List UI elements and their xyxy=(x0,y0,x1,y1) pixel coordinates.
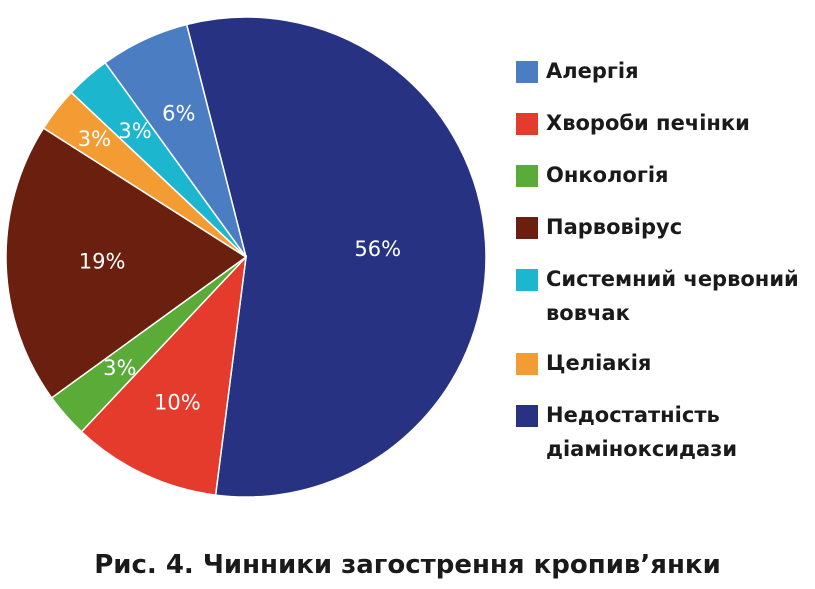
legend-item-allergy: Алергія xyxy=(516,58,811,88)
figure-caption: Рис. 4. Чинники загострення кропив’янки xyxy=(94,550,721,580)
legend-item-lupus: Системний червоний вовчак xyxy=(516,266,811,330)
legend-swatch-oncology xyxy=(516,165,538,187)
legend-swatch-allergy xyxy=(516,61,538,83)
pie-slice-parvovirus xyxy=(5,127,248,399)
pie-label-lupus: 3% xyxy=(118,119,151,143)
legend-item-dao-deficiency: Недостатність діаміноксидази xyxy=(516,402,811,466)
legend-label-celiac: Целіакія xyxy=(546,351,652,375)
pie-slice-allergy xyxy=(104,23,247,258)
legend-label-liver-disease: Хвороби печінки xyxy=(546,111,750,135)
legend-swatch-parvovirus xyxy=(516,217,538,239)
legend-swatch-lupus xyxy=(516,269,538,291)
legend-item-parvovirus: Парвовірус xyxy=(516,214,811,244)
pie-slice-liver-disease xyxy=(80,254,248,496)
legend-label-lupus: Системний червоний вовчак xyxy=(546,267,799,325)
legend-label-parvovirus: Парвовірус xyxy=(546,215,683,239)
legend-item-liver-disease: Хвороби печінки xyxy=(516,110,811,140)
legend-label-allergy: Алергія xyxy=(546,59,639,83)
legend-swatch-dao-deficiency xyxy=(516,405,538,427)
pie-label-liver-disease: 10% xyxy=(154,390,201,414)
pie-label-celiac: 3% xyxy=(78,127,111,151)
legend-item-oncology: Онкологія xyxy=(516,162,811,192)
legend-label-oncology: Онкологія xyxy=(546,163,669,187)
legend-label-dao-deficiency: Недостатність діаміноксидази xyxy=(546,403,738,461)
legend-swatch-liver-disease xyxy=(516,113,538,135)
pie-label-parvovirus: 19% xyxy=(79,249,126,273)
legend-item-celiac: Целіакія xyxy=(516,350,811,380)
pie-label-oncology: 3% xyxy=(103,356,136,380)
legend-swatch-celiac xyxy=(516,353,538,375)
pie-label-dao-deficiency: 56% xyxy=(354,237,401,261)
pie-label-allergy: 6% xyxy=(162,102,195,126)
pie-slice-dao-deficiency xyxy=(185,16,487,498)
pie-chart: 56% 10% 3% 19% 3% 3% 6% xyxy=(5,16,487,498)
